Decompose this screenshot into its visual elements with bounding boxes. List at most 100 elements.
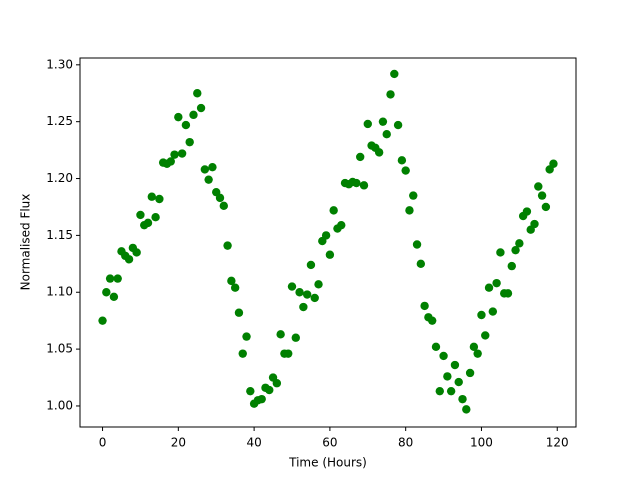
x-tick-label: 20: [171, 436, 186, 450]
point: [196, 103, 206, 113]
point: [166, 157, 175, 166]
point: [443, 372, 452, 381]
point: [284, 349, 293, 358]
point: [431, 342, 441, 352]
point: [374, 148, 384, 157]
point: [113, 274, 122, 283]
point: [530, 219, 539, 229]
point: [393, 120, 403, 130]
point: [124, 255, 134, 264]
point: [534, 182, 543, 191]
point: [227, 276, 236, 286]
x-tick-label: 100: [470, 436, 493, 450]
point: [454, 377, 463, 387]
point: [310, 293, 319, 303]
point: [356, 152, 365, 162]
point: [215, 193, 225, 203]
y-tick-label: 1.05: [46, 342, 73, 356]
point: [238, 349, 247, 358]
plot-frame: [79, 57, 577, 428]
point: [378, 117, 388, 126]
point: [503, 289, 513, 298]
point: [189, 110, 198, 120]
point: [287, 282, 297, 291]
point: [458, 394, 467, 404]
point: [223, 241, 232, 250]
point: [193, 89, 202, 98]
point: [246, 386, 255, 396]
y-tick-label: 1.00: [46, 398, 73, 412]
x-tick-label: 80: [398, 436, 413, 450]
point: [185, 137, 194, 147]
point: [412, 240, 422, 249]
point: [147, 192, 157, 201]
point: [174, 112, 183, 122]
point: [462, 405, 471, 414]
point: [511, 245, 520, 255]
point: [352, 178, 361, 188]
point: [208, 162, 217, 172]
point: [439, 351, 448, 361]
point: [496, 248, 505, 257]
point: [477, 310, 486, 320]
point: [428, 316, 437, 325]
point: [314, 280, 323, 289]
point: [382, 129, 391, 139]
point: [488, 307, 498, 316]
point: [469, 342, 479, 352]
point: [219, 201, 228, 211]
point: [102, 288, 111, 297]
point: [181, 120, 191, 130]
point: [359, 181, 369, 190]
point: [386, 90, 395, 99]
point: [446, 386, 456, 396]
point: [234, 308, 244, 317]
point: [409, 191, 418, 200]
point: [200, 165, 210, 174]
point: [299, 302, 308, 312]
y-axis-label: Normalised Flux: [19, 194, 33, 291]
point: [325, 250, 335, 259]
point: [492, 278, 501, 288]
point: [170, 150, 179, 159]
y-tick-label: 1.20: [46, 171, 73, 185]
point: [515, 239, 524, 248]
point: [177, 149, 187, 158]
point: [105, 274, 115, 283]
point: [450, 360, 460, 370]
point: [405, 206, 414, 215]
point: [481, 331, 490, 340]
point: [143, 218, 153, 228]
point: [522, 207, 532, 216]
point: [132, 248, 141, 257]
point: [291, 333, 300, 342]
point: [272, 379, 282, 388]
point: [321, 231, 331, 240]
point: [390, 69, 399, 79]
y-tick-label: 1.30: [46, 57, 73, 71]
point: [465, 368, 475, 378]
point: [337, 220, 346, 230]
x-tick-label: 40: [246, 436, 261, 450]
x-axis-label: Time (Hours): [288, 456, 367, 470]
point: [435, 386, 444, 396]
point: [549, 159, 558, 168]
x-tick-label: 120: [546, 436, 569, 450]
x-tick-label: 0: [99, 436, 107, 450]
point: [416, 259, 426, 269]
point: [541, 202, 551, 212]
point: [257, 394, 266, 404]
y-tick-label: 1.15: [46, 228, 73, 242]
point: [98, 316, 107, 325]
point: [276, 330, 285, 339]
y-tick-label: 1.10: [46, 285, 73, 299]
point: [306, 260, 316, 270]
point: [204, 175, 213, 184]
point: [507, 261, 516, 271]
point: [230, 283, 240, 292]
point: [401, 166, 410, 175]
point: [397, 156, 407, 165]
point: [265, 385, 274, 395]
